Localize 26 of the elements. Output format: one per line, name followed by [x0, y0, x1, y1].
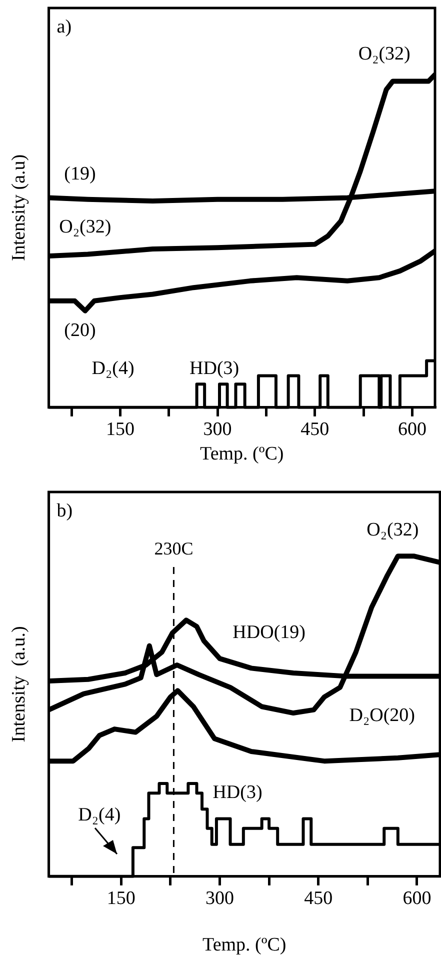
x-axis-title: Temp. (ºC) [202, 934, 286, 956]
annotation: (19) [64, 163, 96, 184]
text: a) [56, 16, 72, 38]
annotation: D₂(4) [78, 804, 121, 826]
x-tick-label: 300 [205, 888, 234, 909]
annotation: (20) [64, 320, 96, 341]
text: b) [56, 500, 73, 522]
x-tick-label: 600 [398, 418, 427, 440]
x-axis-title: Temp. (ºC) [200, 444, 284, 465]
y-axis-title: Intensity (a.u.) [8, 626, 30, 742]
x-tick-label: 150 [106, 888, 136, 909]
x-tick-label: 300 [203, 418, 232, 440]
text: O₂(32) [366, 519, 419, 540]
x-tick-label: 600 [402, 888, 432, 909]
x-tick-label: 450 [300, 418, 330, 440]
annotation: HDO(19) [232, 622, 306, 643]
text: O₂(32) [358, 44, 410, 65]
annotation: HD(3) [190, 358, 240, 380]
x-tick-label: 450 [304, 888, 333, 909]
annotation: HD(3) [212, 782, 262, 804]
annotation: D₂O(20) [349, 705, 416, 726]
annotation: D₂(4) [92, 358, 134, 380]
y-axis-title: Intensity (a.u) [8, 154, 30, 261]
annotation: O₂(32) [59, 216, 112, 238]
ref-line-label: 230C [154, 538, 194, 559]
x-tick-label: 150 [106, 418, 134, 440]
